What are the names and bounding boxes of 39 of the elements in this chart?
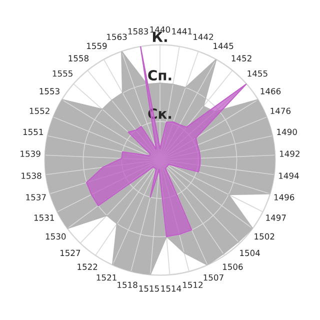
- spoke-label: 1559: [87, 42, 107, 50]
- spoke-label: 1522: [78, 264, 98, 270]
- spoke-label: 1527: [60, 250, 80, 256]
- spoke-label: 1563: [107, 34, 127, 40]
- spoke-label: 1553: [40, 88, 60, 94]
- y-tick-label: Сп.: [148, 70, 172, 81]
- spoke-label: 1442: [194, 34, 214, 40]
- spoke-label: 1551: [23, 128, 43, 136]
- spoke-label: 1558: [68, 55, 88, 62]
- spoke-label: 1441: [172, 28, 192, 34]
- spoke-label: 1512: [183, 282, 202, 288]
- spoke-label: 1440: [150, 26, 170, 33]
- spoke-label: 1531: [34, 214, 54, 221]
- spoke-label: 1497: [266, 214, 286, 221]
- spoke-label: 1538: [22, 172, 42, 179]
- spoke-label: 1455: [248, 70, 268, 77]
- spoke-label: 1514: [161, 286, 182, 292]
- spoke-label: 1555: [52, 70, 72, 77]
- y-tick-label: К.: [152, 32, 167, 42]
- spoke-label: 1518: [118, 282, 138, 288]
- spoke-label: 1492: [280, 150, 300, 157]
- spoke-label: 1539: [20, 150, 40, 157]
- spoke-label: 1502: [254, 233, 274, 240]
- spoke-label: 1537: [26, 194, 46, 200]
- spoke-label: 1494: [279, 172, 299, 179]
- spoke-label: 1507: [204, 274, 224, 281]
- spoke-label: 1506: [222, 264, 243, 270]
- spoke-label: 1496: [274, 194, 294, 200]
- spoke-label: 1530: [46, 233, 66, 240]
- spoke-label: 1515: [139, 286, 159, 292]
- spoke-label: 1445: [214, 42, 234, 50]
- spoke-label: 1521: [96, 274, 116, 281]
- spoke-label: 1552: [30, 108, 50, 114]
- spoke-label: 1466: [260, 88, 281, 94]
- spoke-label: 1452: [232, 55, 252, 62]
- spoke-label: 1583: [128, 28, 148, 34]
- spoke-label: 1504: [240, 250, 260, 256]
- spoke-label: 1490: [277, 128, 297, 136]
- spoke-label: 1476: [270, 108, 291, 114]
